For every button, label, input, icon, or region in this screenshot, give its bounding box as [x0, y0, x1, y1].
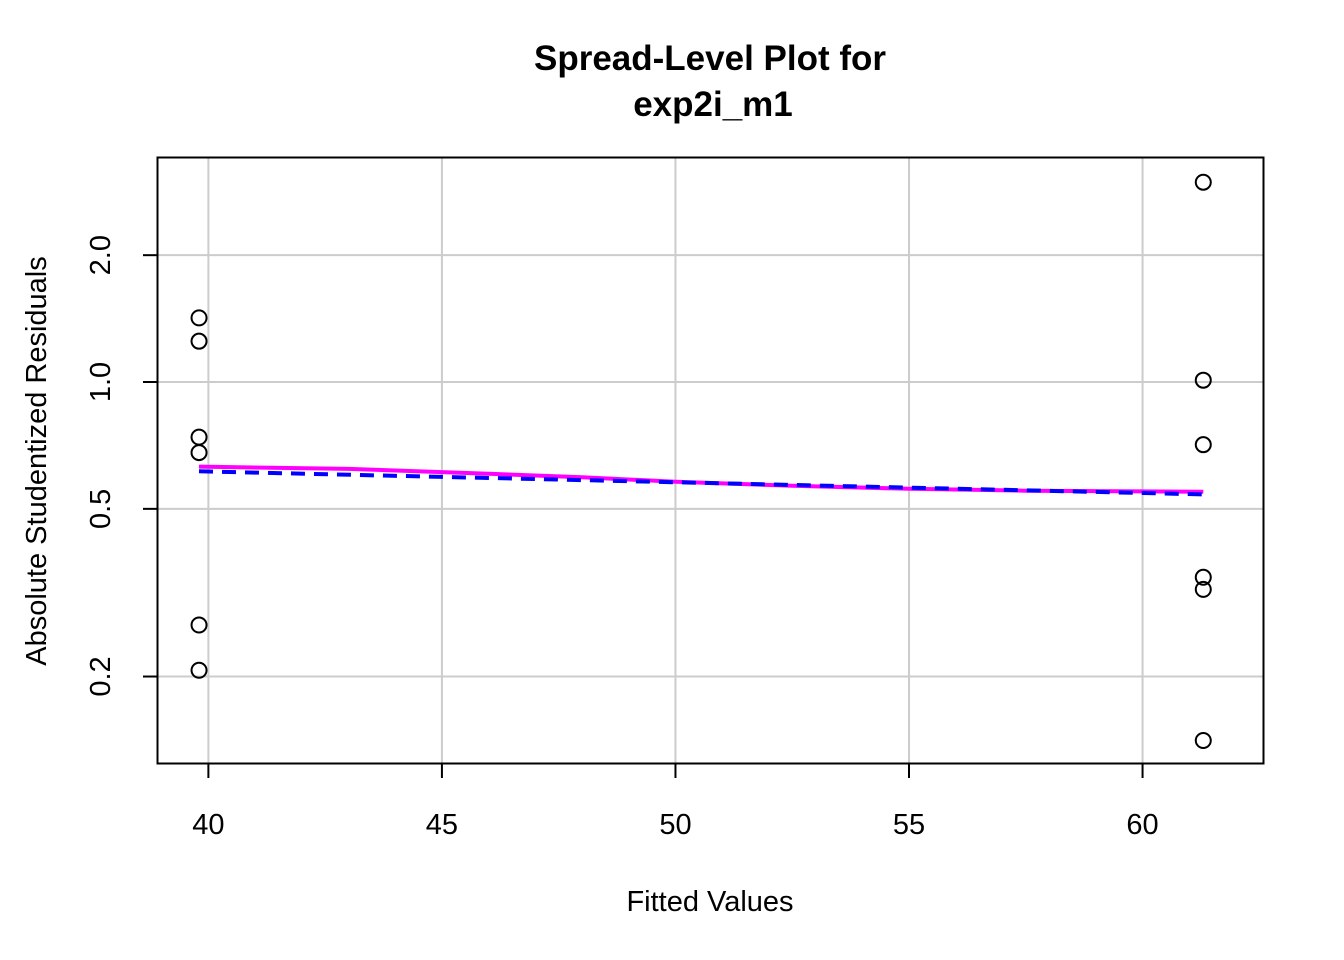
data-point	[1194, 436, 1212, 454]
x-tick-label: 60	[1126, 809, 1158, 841]
data-point	[1194, 371, 1212, 389]
smooth-fit-line	[198, 464, 1204, 494]
grid-layer	[157, 157, 1264, 764]
x-tick-label: 40	[192, 809, 224, 841]
x-tick-label: 55	[893, 809, 925, 841]
data-point	[190, 309, 208, 327]
data-point	[190, 616, 208, 634]
chart-title-line-1: Spread-Level Plot for	[534, 39, 886, 78]
y-tick-label: 1.0	[85, 362, 117, 402]
data-point	[190, 444, 208, 462]
data-point	[1194, 580, 1212, 598]
y-tick-label: 2.0	[85, 235, 117, 275]
data-point	[190, 661, 208, 679]
data-point	[1194, 568, 1212, 586]
chart-title-line-2: exp2i_m1	[633, 85, 793, 124]
fit-lines	[198, 464, 1204, 497]
data-point	[190, 332, 208, 350]
x-axis-label: Fitted Values	[626, 886, 793, 918]
x-tick-label: 45	[426, 809, 458, 841]
y-axis-label: Absolute Studentized Residuals	[21, 256, 53, 665]
x-tick-label: 50	[659, 809, 691, 841]
data-point	[1194, 173, 1212, 191]
axis-ticks: 40 45 50 55 60 0.2 0.5 1.0 2.0	[85, 235, 1159, 841]
y-tick-label: 0.2	[85, 656, 117, 696]
plot-frame	[156, 156, 1265, 765]
y-tick-label: 0.5	[85, 489, 117, 529]
data-point	[190, 428, 208, 446]
data-point	[1194, 731, 1212, 749]
data-points	[190, 173, 1212, 749]
linear-fit-dashed-line	[198, 469, 1204, 497]
